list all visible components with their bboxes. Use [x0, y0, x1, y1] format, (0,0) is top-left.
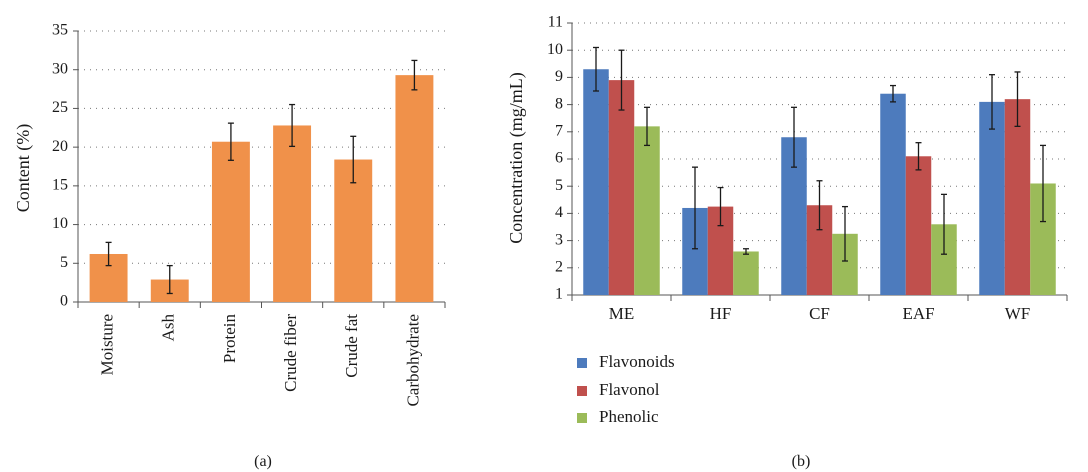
y-tick-label: 15	[52, 177, 68, 194]
y-tick-label: 35	[52, 22, 68, 39]
bar	[273, 125, 312, 302]
bar	[583, 69, 609, 296]
panel-label-a: (a)	[254, 453, 272, 470]
y-tick-label: 10	[547, 41, 563, 58]
y-tick-label: 1	[555, 286, 563, 303]
x-tick-label: CF	[809, 304, 830, 323]
y-axis-label-a: Content (%)	[13, 124, 34, 212]
y-tick-label: 5	[60, 254, 68, 271]
legend-item: Flavonol	[577, 380, 660, 399]
bar	[395, 75, 434, 303]
legend-swatch	[577, 358, 587, 368]
legend-label: Flavonoids	[599, 352, 675, 371]
y-tick-label: 2	[555, 258, 563, 275]
y-tick-label: 8	[555, 95, 563, 112]
bar	[608, 80, 635, 296]
y-tick-label: 30	[52, 60, 68, 77]
y-tick-label: 25	[52, 99, 68, 116]
x-tick-label: Crude fat	[342, 314, 361, 378]
y-tick-label: 11	[548, 14, 563, 31]
y-tick-label: 0	[60, 293, 68, 310]
y-tick-label: 20	[52, 138, 68, 155]
chart-panel-b: Concentration (mg/mL) (b) 1 2 3 4 5 6 7 8 9 10 11 M…	[506, 14, 1068, 470]
y-tick-label: 10	[52, 215, 68, 232]
bar	[1004, 99, 1031, 295]
x-tick-label: HF	[710, 304, 732, 323]
bar	[905, 156, 932, 295]
x-tick-label: EAF	[902, 304, 934, 323]
x-tick-label: WF	[1005, 304, 1031, 323]
bar	[880, 93, 906, 295]
y-tick-label: 4	[555, 204, 563, 221]
x-tick-label: Moisture	[97, 314, 116, 375]
y-tick-label: 3	[555, 231, 563, 248]
y-tick-label: 9	[555, 68, 563, 85]
bar	[733, 251, 759, 295]
bar	[979, 101, 1005, 295]
y-tick-label: 7	[555, 122, 563, 139]
x-tick-label: Ash	[159, 314, 178, 342]
y-tick-label: 5	[555, 177, 563, 194]
bar	[211, 141, 250, 302]
legend-label: Phenolic	[599, 407, 659, 426]
legend-item: Phenolic	[577, 407, 659, 426]
x-tick-label: Carbohydrate	[403, 314, 422, 407]
legend-swatch	[577, 413, 587, 423]
legend-label: Flavonol	[599, 380, 660, 399]
chart-panel-a: Content (%) (a) 0 5 10 15 20 25 30 35 Moisture As…	[13, 22, 446, 470]
legend-swatch	[577, 386, 587, 396]
x-tick-label: ME	[609, 304, 635, 323]
y-tick-label: 6	[555, 150, 563, 167]
legend-item: Flavonoids	[577, 352, 675, 371]
x-tick-label: Crude fiber	[281, 314, 300, 392]
y-axis-label-b: Concentration (mg/mL)	[506, 72, 527, 243]
bar	[634, 126, 660, 295]
panel-label-b: (b)	[792, 453, 811, 470]
x-tick-label: Protein	[220, 314, 239, 364]
